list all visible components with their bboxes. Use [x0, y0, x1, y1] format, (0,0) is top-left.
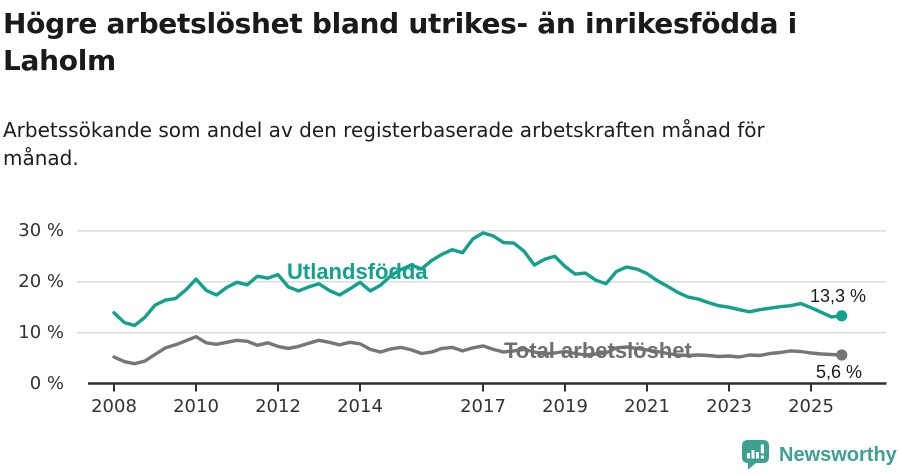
- x-axis-tick-label: 2014: [337, 396, 383, 417]
- y-axis-tick-label: 10 %: [18, 321, 64, 343]
- x-axis-tick-label: 2010: [173, 396, 219, 417]
- y-axis-tick-label: 20 %: [18, 270, 64, 292]
- series-label-total-arbetsloshet: Total arbetslöshet: [504, 338, 692, 363]
- x-axis-tick-label: 2019: [542, 396, 588, 417]
- x-axis-tick-label: 2025: [788, 396, 834, 417]
- chart-title: Högre arbetslöshet bland utrikes- än inr…: [3, 7, 797, 77]
- end-value-label-total: 5,6 %: [815, 362, 862, 382]
- series-line-utlandsf-dda: [112, 231, 844, 328]
- series-end-dot: [836, 349, 848, 361]
- x-axis-tick-label: 2021: [624, 396, 670, 417]
- newsworthy-logo: Newsworthy: [742, 440, 897, 470]
- x-axis-tick-label: 2023: [706, 396, 752, 417]
- end-value-label-utlandsfodda: 13,3 %: [809, 286, 866, 306]
- newsworthy-chart-bubble-icon: [742, 440, 771, 470]
- x-axis-tick-label: 2008: [91, 396, 137, 417]
- chart-subtitle: Arbetssökande som andel av den registerb…: [3, 118, 765, 170]
- series-end-dot: [836, 310, 848, 322]
- y-axis-tick-label: 30 %: [18, 219, 64, 241]
- newsworthy-brand-text: Newsworthy: [779, 444, 897, 466]
- series-label-utlandsfodda: Utlandsfödda: [287, 259, 428, 284]
- x-axis-tick-label: 2012: [255, 396, 301, 417]
- x-axis-tick-label: 2017: [460, 396, 506, 417]
- series-line-total-arbetsl-shet: [112, 335, 844, 366]
- y-axis-tick-label: 0 %: [29, 372, 64, 394]
